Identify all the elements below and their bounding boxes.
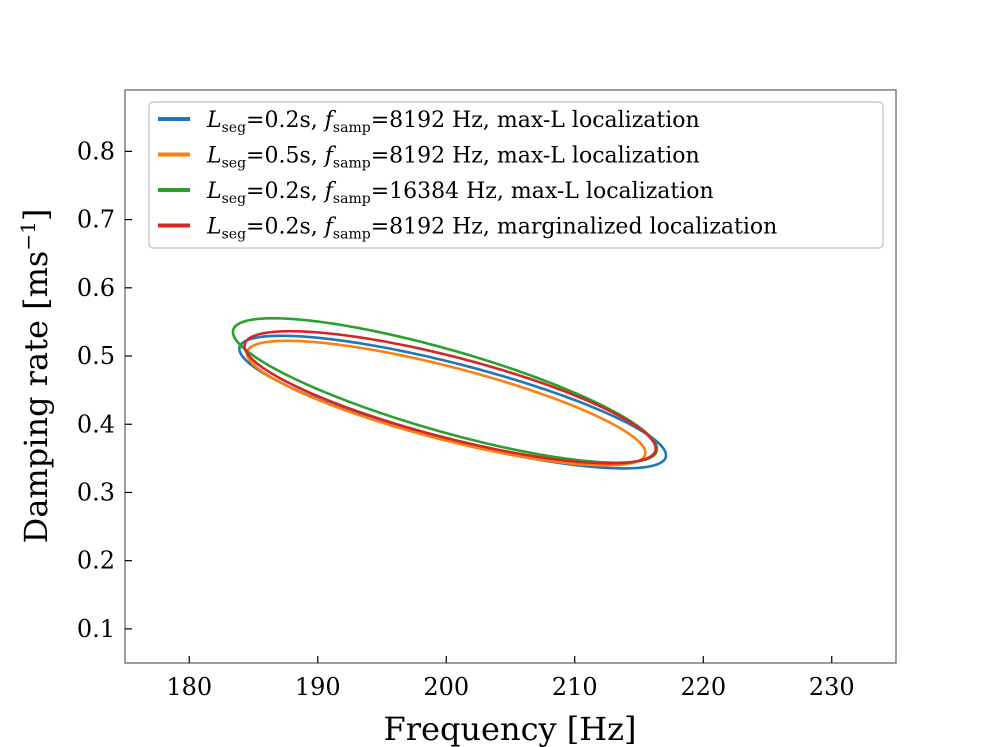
- x-axis-label: Frequency [Hz]: [384, 710, 637, 747]
- y-tick-label: 0.2: [77, 547, 115, 575]
- legend-entry-2: Lseg=0.5s, fsamp=8192 Hz, max-L localiza…: [206, 144, 700, 172]
- y-tick-label: 0.3: [77, 478, 115, 506]
- legend-entry-3: Lseg=0.2s, fsamp=16384 Hz, max-L localiz…: [206, 179, 714, 207]
- legend: Lseg=0.2s, fsamp=8192 Hz, max-L localiza…: [148, 101, 884, 249]
- ticks: 180 190 200 210 220 230 0.1 0.2 0.3 0.4 0.5 0.6 0.7 0…: [77, 137, 855, 701]
- legend-entry-1: Lseg=0.2s, fsamp=8192 Hz, max-L localiza…: [206, 108, 700, 136]
- y-tick-label: 0.7: [77, 206, 115, 234]
- x-tick-label: 230: [809, 673, 855, 701]
- x-tick-label: 220: [680, 673, 726, 701]
- y-tick-label: 0.1: [77, 615, 115, 643]
- legend-box: [148, 101, 884, 249]
- y-tick-label: 0.8: [77, 137, 115, 165]
- y-tick-label: 0.5: [77, 342, 115, 370]
- x-tick-label: 190: [295, 673, 341, 701]
- axes-frame: [124, 89, 897, 664]
- x-tick-label: 210: [552, 673, 598, 701]
- y-axis-label: Damping rate [ms−1]: [16, 209, 55, 544]
- contour-series-3: [231, 316, 659, 464]
- x-tick-label: 200: [423, 673, 469, 701]
- y-tick-label: 0.4: [77, 410, 115, 438]
- x-tick-label: 180: [166, 673, 212, 701]
- legend-entry-4: Lseg=0.2s, fsamp=8192 Hz, marginalized l…: [206, 215, 777, 243]
- contour-series-4: [243, 329, 658, 465]
- plot-area: [231, 316, 668, 470]
- y-tick-label: 0.6: [77, 274, 115, 302]
